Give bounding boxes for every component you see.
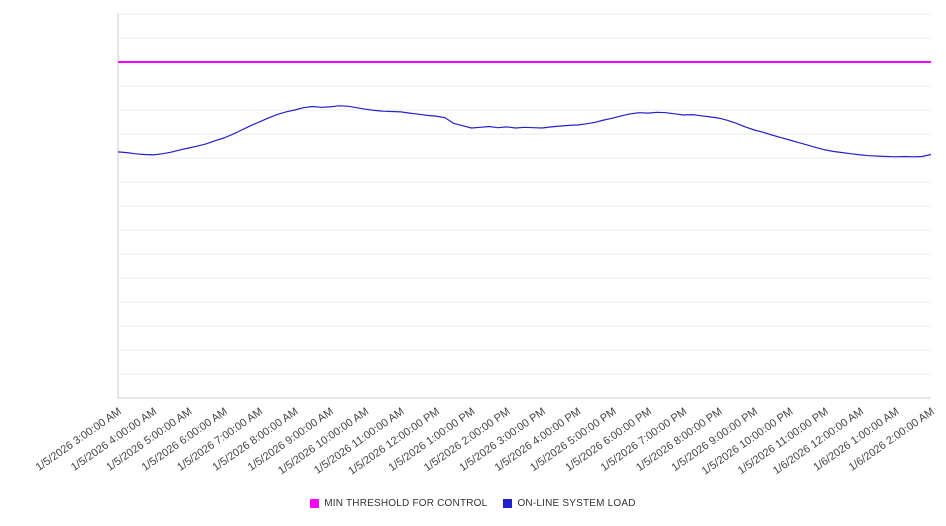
legend-label-system-load: ON-LINE SYSTEM LOAD xyxy=(517,498,636,509)
legend: MIN THRESHOLD FOR CONTROL ON-LINE SYSTEM… xyxy=(0,498,946,509)
load-chart: 1/5/2026 3:00:00 AM1/5/2026 4:00:00 AM1/… xyxy=(34,13,937,478)
legend-swatch-min-threshold xyxy=(310,499,320,508)
legend-label-min-threshold: MIN THRESHOLD FOR CONTROL xyxy=(324,498,488,509)
system-load-line xyxy=(117,105,932,158)
legend-swatch-system-load xyxy=(503,499,513,508)
legend-item-system-load: ON-LINE SYSTEM LOAD xyxy=(503,498,636,509)
legend-item-min-threshold: MIN THRESHOLD FOR CONTROL xyxy=(310,498,487,509)
